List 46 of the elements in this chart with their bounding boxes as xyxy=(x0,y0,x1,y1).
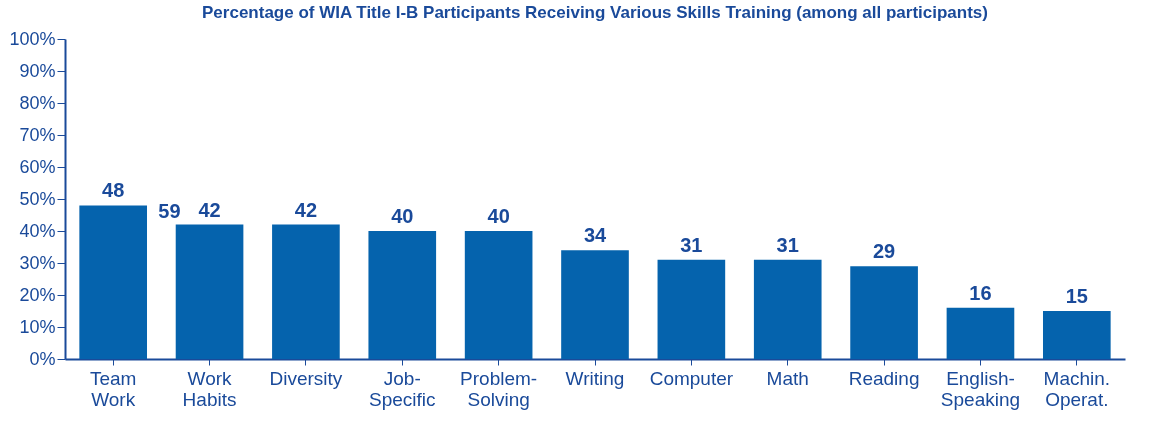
x-tick-label: Math xyxy=(766,367,809,389)
y-tick-label: 70% xyxy=(19,124,56,145)
y-tick-label: 30% xyxy=(19,252,56,273)
data-label: 42 xyxy=(294,198,318,221)
y-tick-label: 80% xyxy=(19,92,56,113)
data-label: 40 xyxy=(487,205,510,227)
chart-title: Percentage of WIA Title I-B Participants Receiving Various Skills Training (among all participants) xyxy=(202,3,988,22)
x-tick-label: Problem-Solving xyxy=(460,367,538,410)
bar xyxy=(946,307,1015,359)
x-tick-label: Work Habits xyxy=(182,367,237,410)
y-tick-label: 20% xyxy=(19,284,56,305)
y-tick-label: 50% xyxy=(19,188,56,209)
x-tick-label: Team Work xyxy=(89,367,137,410)
y-tick-label: 100% xyxy=(9,28,56,49)
x-tick-label: English-Speaking xyxy=(940,367,1021,410)
data-label: 15 xyxy=(1065,285,1088,307)
data-label: 34 xyxy=(583,224,607,247)
x-tick-label: Writing xyxy=(565,367,625,389)
data-label: 31 xyxy=(776,233,799,256)
x-tick-label: Diversity xyxy=(269,367,343,389)
bar xyxy=(272,224,340,359)
x-tick-label: Reading xyxy=(848,367,920,389)
bar xyxy=(464,231,533,359)
x-tick-label: Job-Specific xyxy=(369,367,436,410)
bar xyxy=(753,259,822,359)
bar xyxy=(850,266,918,359)
bar xyxy=(561,250,629,359)
y-tick-label: 60% xyxy=(19,156,56,177)
data-label: 48 xyxy=(102,179,125,202)
bar xyxy=(368,231,437,359)
data-label: 40 xyxy=(391,205,414,227)
data-label: 42 xyxy=(198,198,221,221)
y-tick-label: 10% xyxy=(19,316,56,337)
annotation: 59 xyxy=(158,199,181,222)
x-tick-label: Machin. Operat. xyxy=(1043,367,1111,410)
bar xyxy=(657,259,726,359)
y-tick-label: 90% xyxy=(19,60,56,81)
bar xyxy=(79,205,148,359)
data-label: 29 xyxy=(872,240,896,263)
data-label: 31 xyxy=(680,233,703,256)
bar xyxy=(1042,311,1111,359)
y-tick-label: 40% xyxy=(19,220,56,241)
x-tick-label: Computer xyxy=(649,367,734,389)
bar xyxy=(175,224,244,359)
data-label: 16 xyxy=(969,281,992,304)
y-tick-label: 0% xyxy=(29,348,56,369)
